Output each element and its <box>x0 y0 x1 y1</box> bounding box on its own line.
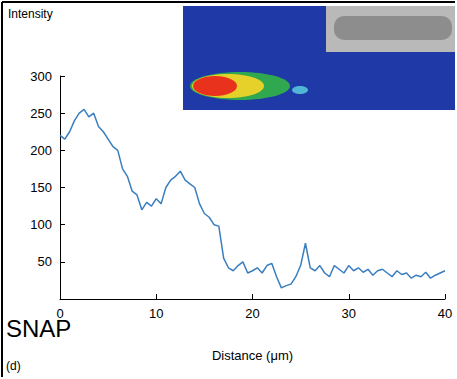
svg-text:250: 250 <box>30 106 52 121</box>
svg-text:0: 0 <box>56 306 63 321</box>
svg-text:50: 50 <box>38 254 52 269</box>
svg-text:30: 30 <box>342 306 356 321</box>
svg-text:40: 40 <box>438 306 452 321</box>
svg-text:20: 20 <box>245 306 259 321</box>
svg-text:Intensity: Intensity <box>8 7 53 21</box>
svg-text:SNAP: SNAP <box>6 314 72 342</box>
svg-text:300: 300 <box>30 69 52 84</box>
svg-text:100: 100 <box>30 217 52 232</box>
svg-text:10: 10 <box>149 306 163 321</box>
svg-text:150: 150 <box>30 180 52 195</box>
svg-text:Distance (μm): Distance (μm) <box>212 348 293 363</box>
svg-text:200: 200 <box>30 143 52 158</box>
svg-text:(d): (d) <box>6 359 21 373</box>
